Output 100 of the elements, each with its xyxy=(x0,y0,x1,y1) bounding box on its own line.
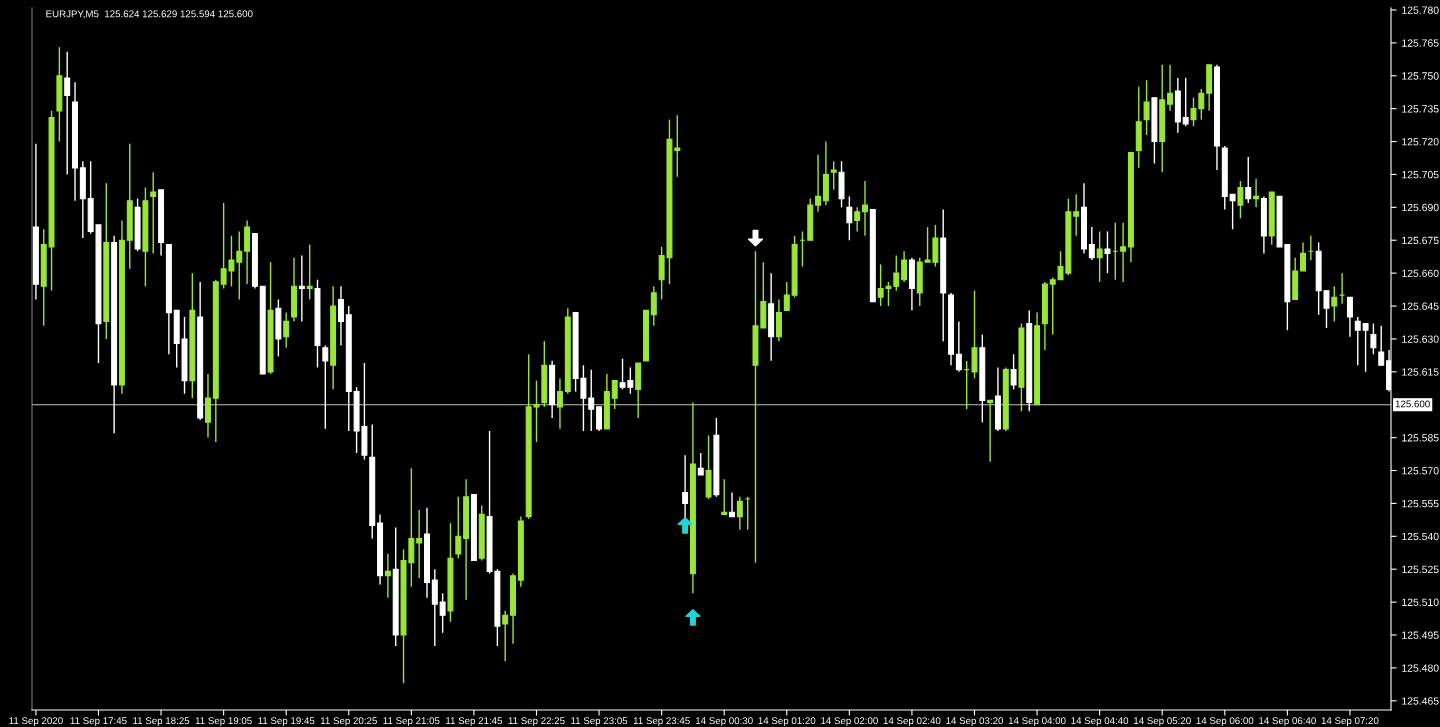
ref-line-label: 125.600 xyxy=(1395,400,1430,408)
x-tick-label: 11 Sep 19:45 xyxy=(258,717,315,727)
x-tick-label: 14 Sep 02:40 xyxy=(883,717,941,727)
x-tick-label: 11 Sep 20:25 xyxy=(320,717,377,727)
candlestick xyxy=(744,496,751,531)
y-tick-label: 125.555 xyxy=(1402,499,1439,508)
candlestick xyxy=(337,285,344,347)
x-tick-label: 11 Sep 2020 xyxy=(9,717,63,727)
candlestick xyxy=(1245,156,1252,204)
point xyxy=(685,609,701,626)
candlestick xyxy=(588,368,595,432)
x-tick-label: 14 Sep 06:40 xyxy=(1259,717,1316,727)
y-tick-label: 125.720 xyxy=(1402,138,1439,146)
candlestick xyxy=(1253,178,1260,209)
candlestick xyxy=(1182,77,1189,127)
x-tick-label: 14 Sep 06:00 xyxy=(1196,717,1254,727)
y-tick-label: 125.465 xyxy=(1402,697,1439,705)
candlestick xyxy=(721,478,728,516)
candlestick xyxy=(1167,64,1174,112)
y-tick-label: 125.495 xyxy=(1402,631,1439,639)
chart-title: EURJPY,M5 125.624 125.629 125.594 125.600 xyxy=(46,10,253,19)
x-tick-label: 14 Sep 02:00 xyxy=(821,717,878,727)
candlestick xyxy=(1104,230,1111,274)
x-tick-label: 11 Sep 19:05 xyxy=(195,717,252,727)
y-tick-label: 125.675 xyxy=(1402,236,1439,245)
candlestick xyxy=(815,154,822,213)
y-tick-label: 125.630 xyxy=(1402,335,1439,343)
candlestick xyxy=(1339,272,1346,305)
candlestick xyxy=(306,243,313,301)
x-tick-label: 14 Sep 07:20 xyxy=(1321,717,1379,727)
candlestick xyxy=(150,171,157,255)
candlestick xyxy=(64,50,71,176)
x-tick-label: 14 Sep 03:20 xyxy=(946,717,1004,727)
candlestick xyxy=(1346,296,1353,338)
candlestick xyxy=(1354,316,1361,366)
candlestick xyxy=(955,320,962,373)
candlestick xyxy=(1237,180,1244,220)
y-tick-label: 125.645 xyxy=(1402,302,1439,310)
x-tick-label: 14 Sep 05:20 xyxy=(1134,717,1191,727)
candlestick xyxy=(611,379,618,410)
candlestick xyxy=(1073,193,1080,237)
candlestick xyxy=(901,250,908,283)
candlestick xyxy=(1120,222,1127,283)
y-tick-label: 125.690 xyxy=(1402,203,1439,212)
candlestick xyxy=(455,496,462,559)
candlestick xyxy=(1378,325,1385,366)
x-tick-label: 11 Sep 21:05 xyxy=(383,717,440,727)
candlestick xyxy=(1362,322,1369,373)
x-tick-label: 14 Sep 04:40 xyxy=(1071,717,1129,727)
candlestick xyxy=(384,553,391,599)
y-tick-label: 125.615 xyxy=(1402,368,1439,376)
candlestick xyxy=(1096,230,1103,283)
y-tick-label: 125.660 xyxy=(1402,269,1439,278)
x-tick-label: 11 Sep 17:45 xyxy=(70,717,127,727)
candlestick xyxy=(556,377,563,430)
candlestick xyxy=(1010,353,1017,391)
candlestick xyxy=(736,496,743,531)
candlestick xyxy=(283,311,290,349)
candlestick xyxy=(502,610,509,663)
candlestick xyxy=(322,344,329,430)
x-tick-label: 11 Sep 23:05 xyxy=(571,717,628,727)
candlestick xyxy=(416,509,423,579)
candlestick xyxy=(987,399,994,463)
candlestick xyxy=(1229,193,1236,230)
x-tick-label: 11 Sep 18:25 xyxy=(133,717,190,727)
y-tick-label: 125.735 xyxy=(1402,105,1439,113)
y-tick-label: 125.525 xyxy=(1402,565,1439,574)
x-tick-label: 11 Sep 22:25 xyxy=(508,717,565,727)
x-tick-label: 11 Sep 21:45 xyxy=(446,717,503,727)
candlestick xyxy=(783,281,790,312)
y-tick-label: 125.570 xyxy=(1402,467,1439,475)
x-tick-label: 11 Sep 23:45 xyxy=(633,717,690,727)
y-tick-label: 125.585 xyxy=(1402,434,1439,442)
y-tick-label: 125.780 xyxy=(1402,6,1439,14)
x-tick-label: 14 Sep 01:20 xyxy=(758,717,816,727)
candlestick xyxy=(1331,285,1338,323)
y-tick-label: 125.765 xyxy=(1402,39,1439,47)
point xyxy=(747,229,764,247)
candlestick xyxy=(1143,79,1150,136)
candlestick xyxy=(697,452,704,476)
y-tick-label: 125.750 xyxy=(1402,72,1439,80)
candlestick xyxy=(830,160,837,191)
candlestick xyxy=(862,180,868,237)
candlestick xyxy=(729,491,736,518)
candlestick xyxy=(439,592,446,634)
y-tick-label: 125.480 xyxy=(1402,664,1439,672)
candlestick xyxy=(1370,322,1377,355)
x-tick-label: 14 Sep 04:00 xyxy=(1008,717,1066,727)
candlestick xyxy=(1300,241,1306,272)
y-tick-label: 125.540 xyxy=(1402,532,1439,541)
y-tick-label: 125.705 xyxy=(1402,170,1439,179)
candlestick xyxy=(596,406,603,432)
candlestick xyxy=(1088,226,1095,261)
point xyxy=(677,517,693,534)
candlestick xyxy=(682,454,689,520)
candlestick xyxy=(298,254,305,323)
y-tick-label: 125.510 xyxy=(1402,598,1439,606)
candlestick xyxy=(846,195,853,241)
x-tick-label: 14 Sep 00:30 xyxy=(696,717,753,727)
candlestick xyxy=(650,285,657,327)
